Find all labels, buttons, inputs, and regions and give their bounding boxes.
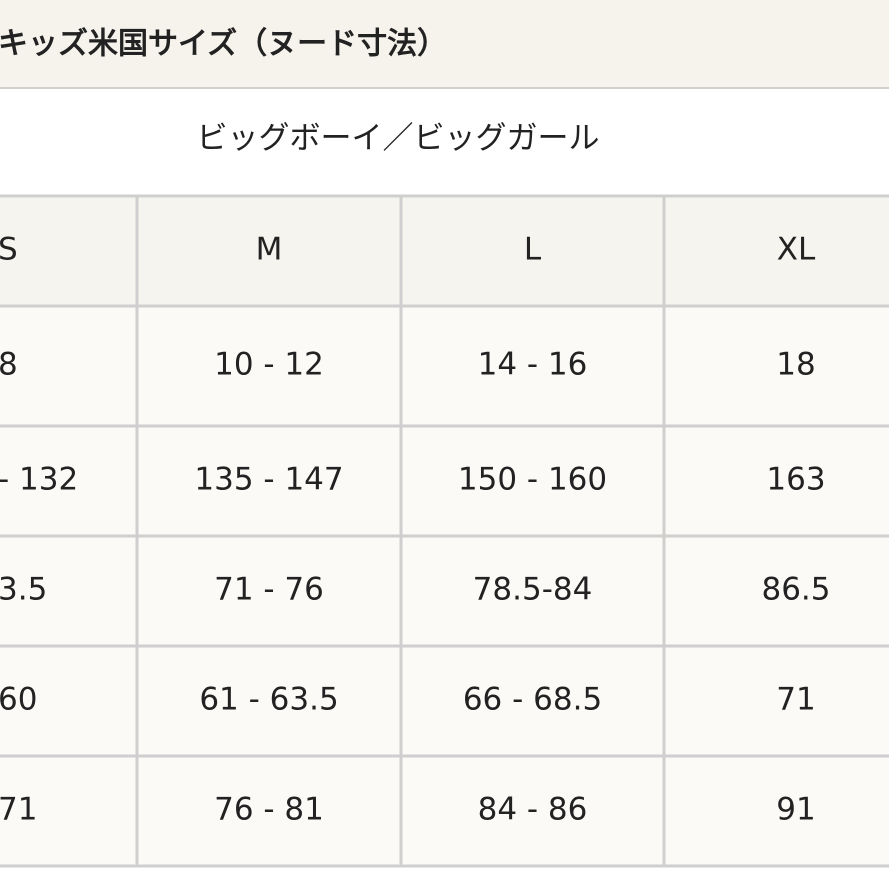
cell-text: 60 [0, 682, 37, 718]
table-cell [0, 534, 139, 648]
table-cell [0, 194, 139, 308]
cell-text: 150 - 160 [458, 462, 607, 498]
cell-text: 3.5 [0, 572, 47, 608]
cell-text: 8 [0, 347, 18, 383]
table-cell [135, 534, 403, 648]
table-cell [662, 754, 889, 868]
table-cell [0, 644, 139, 758]
cell-text: 66 - 68.5 [463, 682, 602, 718]
cell-text: 18 [776, 347, 815, 383]
table-cell [399, 424, 666, 538]
cell-text: 163 [766, 462, 825, 498]
table-cell [135, 754, 403, 868]
column-header: M [256, 232, 283, 268]
subtitle: ビッグボーイ／ビッグガール [197, 121, 600, 157]
cell-text: 71 - 76 [214, 572, 324, 608]
title-bar [0, 0, 889, 88]
cell-text: 61 - 63.5 [199, 682, 338, 718]
cell-text: 71 [0, 792, 37, 828]
cell-text: 78.5-84 [473, 572, 593, 608]
column-header: XL [777, 232, 816, 268]
cell-text: 91 [776, 792, 815, 828]
cell-text: 135 - 147 [194, 462, 343, 498]
cell-text: 14 - 16 [478, 347, 588, 383]
column-header: S [0, 232, 18, 268]
table-cell [135, 194, 403, 308]
cell-text: 76 - 81 [214, 792, 324, 828]
table-cell [0, 754, 139, 868]
table-cell [662, 304, 889, 428]
cell-text: 10 - 12 [214, 347, 324, 383]
cell-text: 71 [776, 682, 815, 718]
table-cell [0, 304, 139, 428]
cell-text: - 132 [0, 462, 78, 498]
column-header: L [524, 232, 542, 268]
table-cell [135, 424, 403, 538]
table: S M L XL 8 10 - 12 14 - 16 18 - 132 135 - 147 150 … [0, 194, 889, 868]
table-cell [399, 534, 666, 648]
cell-text: 84 - 86 [478, 792, 588, 828]
cell-text: 86.5 [761, 572, 830, 608]
table-cell [662, 534, 889, 648]
title: キッズ米国サイズ（ヌード寸法） [0, 27, 447, 62]
table-cell [399, 754, 666, 868]
